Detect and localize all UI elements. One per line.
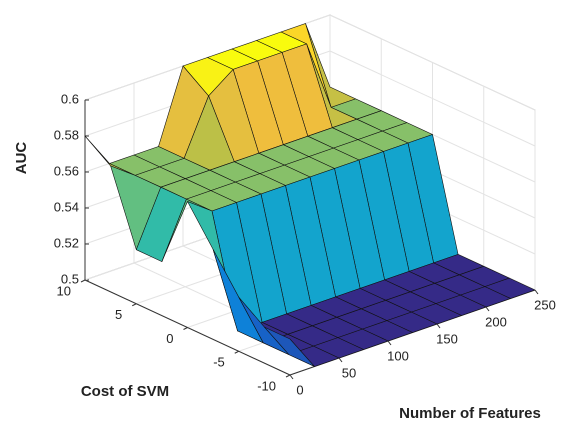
x-tick-label: 200 [485, 314, 507, 329]
x-tick [289, 374, 294, 380]
axis-line [84, 279, 291, 376]
z-tick-label: 0.52 [54, 235, 79, 250]
x-tick-label: 50 [342, 365, 356, 380]
y-tick-label: -10 [257, 378, 276, 393]
y-tick-label: -5 [213, 355, 225, 370]
y-tick [183, 327, 188, 330]
z-tick-label: 0.54 [54, 199, 79, 214]
x-tick [485, 306, 490, 312]
y-axis-label: Cost of SVM [81, 383, 169, 400]
y-tick [234, 350, 239, 354]
y-tick-label: 0 [166, 331, 173, 346]
y-tick-label: 5 [115, 307, 122, 322]
x-tick-label: 100 [387, 348, 409, 363]
z-axis-label: AUC [13, 142, 30, 175]
y-tick [80, 279, 86, 283]
x-tick-label: 250 [534, 297, 556, 312]
z-tick-label: 0.6 [61, 91, 79, 106]
z-tick-label: 0.56 [54, 163, 79, 178]
surface-cell [264, 326, 315, 367]
y-tick [132, 303, 137, 307]
y-tick-label: 10 [57, 283, 71, 298]
y-tick [285, 374, 291, 378]
x-tick-label: 0 [296, 382, 303, 397]
z-tick-label: 0.58 [54, 127, 79, 142]
x-tick [534, 289, 539, 295]
z-tick-label: 0.5 [61, 271, 79, 286]
x-axis-label: Number of Features [399, 405, 541, 422]
x-tick [436, 323, 441, 329]
x-tick [387, 340, 392, 346]
x-tick-label: 150 [436, 331, 458, 346]
x-tick [338, 357, 343, 363]
